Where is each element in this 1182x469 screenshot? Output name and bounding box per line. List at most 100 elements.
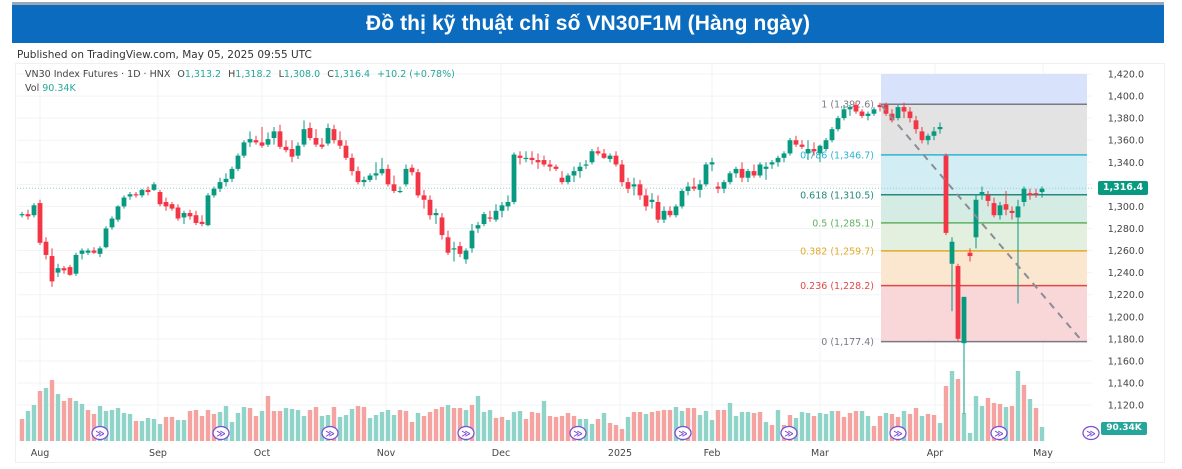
dividend-marker-icon[interactable] bbox=[780, 425, 798, 441]
dividend-marker-icon[interactable] bbox=[457, 425, 475, 441]
candle-down bbox=[967, 252, 973, 257]
candle-up bbox=[565, 175, 571, 183]
volume-bar bbox=[115, 408, 121, 441]
price-axis-label: 1,260.0 bbox=[1108, 246, 1144, 257]
candle-up bbox=[235, 155, 241, 169]
volume-bar bbox=[553, 417, 559, 441]
volume-bar bbox=[775, 410, 781, 441]
volume-bar bbox=[457, 408, 463, 441]
dividend-marker-icon[interactable] bbox=[569, 425, 587, 441]
volume-bar bbox=[169, 417, 175, 441]
candle-up bbox=[733, 168, 739, 174]
low-label: L bbox=[278, 69, 284, 80]
candle-up bbox=[949, 241, 955, 264]
volume-bar bbox=[451, 408, 457, 441]
low-value: 1,308.0 bbox=[283, 69, 321, 80]
volume-bar bbox=[469, 405, 475, 441]
dividend-marker-icon[interactable] bbox=[990, 425, 1008, 441]
candle-up bbox=[451, 248, 457, 250]
candle-up bbox=[271, 131, 277, 138]
time-axis-label: Feb bbox=[704, 448, 721, 459]
candle-up bbox=[475, 225, 481, 229]
volume-bar bbox=[31, 405, 37, 441]
dividend-marker-icon[interactable] bbox=[1082, 425, 1100, 441]
volume-bar bbox=[1039, 427, 1045, 441]
candle-down bbox=[427, 199, 433, 216]
volume-bar bbox=[847, 413, 853, 441]
candle-down bbox=[355, 171, 361, 183]
candle-down bbox=[319, 144, 325, 147]
volume-bar bbox=[307, 410, 313, 441]
volume-bar bbox=[283, 408, 289, 441]
volume-bar bbox=[265, 396, 271, 441]
candle-down bbox=[991, 203, 997, 216]
volume-bar bbox=[295, 410, 301, 441]
candle-down bbox=[169, 204, 175, 209]
dividend-marker-icon[interactable] bbox=[889, 425, 907, 441]
volume-bar bbox=[487, 410, 493, 441]
candle-up bbox=[31, 205, 37, 216]
price-axis-label: 1,400.0 bbox=[1108, 92, 1144, 103]
volume-label: Vol bbox=[25, 83, 40, 94]
candle-up bbox=[697, 184, 703, 190]
volume-bar bbox=[1033, 408, 1039, 441]
volume-bar bbox=[655, 411, 661, 441]
volume-bar bbox=[445, 405, 451, 441]
candle-up bbox=[523, 157, 529, 160]
candle-up bbox=[979, 192, 985, 196]
dividend-marker-glyph: ≫ bbox=[95, 430, 104, 440]
price-axis-label: 1,200.0 bbox=[1108, 312, 1144, 323]
volume-bar bbox=[25, 411, 31, 441]
fib-band bbox=[881, 74, 1087, 105]
symbol-name[interactable]: VN30 Index Futures · 1D · HNX bbox=[25, 69, 171, 80]
volume-bar bbox=[1021, 385, 1027, 441]
candle-down bbox=[37, 203, 43, 243]
candle-down bbox=[985, 195, 991, 201]
volume-bar bbox=[673, 407, 679, 441]
candle-up bbox=[583, 164, 589, 166]
candle-up bbox=[661, 210, 667, 220]
volume-bar bbox=[757, 412, 763, 441]
candle-up bbox=[397, 190, 403, 193]
volume-bar bbox=[595, 419, 601, 441]
high-label: H bbox=[228, 69, 236, 80]
candle-down bbox=[535, 160, 541, 163]
price-axis-label: 1,300.0 bbox=[1108, 202, 1144, 213]
volume-bar bbox=[259, 411, 265, 441]
candle-up bbox=[205, 195, 211, 226]
volume-bar bbox=[907, 414, 913, 441]
volume-bar bbox=[715, 410, 721, 441]
candle-up bbox=[685, 186, 691, 191]
volume-bar bbox=[1009, 406, 1015, 441]
volume-bar bbox=[691, 408, 697, 441]
candle-up bbox=[775, 157, 781, 163]
price-axis-label: 1,360.0 bbox=[1108, 136, 1144, 147]
volume-bar bbox=[583, 419, 589, 441]
volume-bar bbox=[301, 416, 307, 441]
dividend-marker-icon[interactable] bbox=[212, 425, 230, 441]
candle-down bbox=[793, 140, 799, 145]
candle-down bbox=[289, 149, 295, 157]
candle-up bbox=[19, 214, 25, 216]
dividend-marker-icon[interactable] bbox=[321, 425, 339, 441]
candle-down bbox=[313, 137, 319, 145]
dividend-marker-icon[interactable] bbox=[91, 425, 109, 441]
candle-down bbox=[67, 267, 73, 275]
candle-up bbox=[403, 168, 409, 185]
volume-bar bbox=[223, 406, 229, 441]
legend-ohlc-row: VN30 Index Futures · 1D · HNX O1,313.2 H… bbox=[25, 68, 455, 82]
candle-up bbox=[607, 155, 613, 159]
title-bar: Đồ thị kỹ thuật chỉ số VN30F1M (Hàng ngà… bbox=[12, 2, 1164, 43]
volume-bar bbox=[355, 406, 361, 441]
volume-bar bbox=[241, 407, 247, 441]
volume-bar bbox=[277, 411, 283, 441]
candle-up bbox=[1015, 206, 1021, 218]
dividend-marker-glyph: ≫ bbox=[461, 430, 470, 440]
candle-down bbox=[163, 201, 169, 207]
volume-bar bbox=[367, 418, 373, 441]
candle-up bbox=[805, 149, 811, 154]
time-axis-label: Aug bbox=[31, 448, 50, 459]
candle-up bbox=[115, 206, 121, 220]
dividend-marker-icon[interactable] bbox=[674, 425, 692, 441]
